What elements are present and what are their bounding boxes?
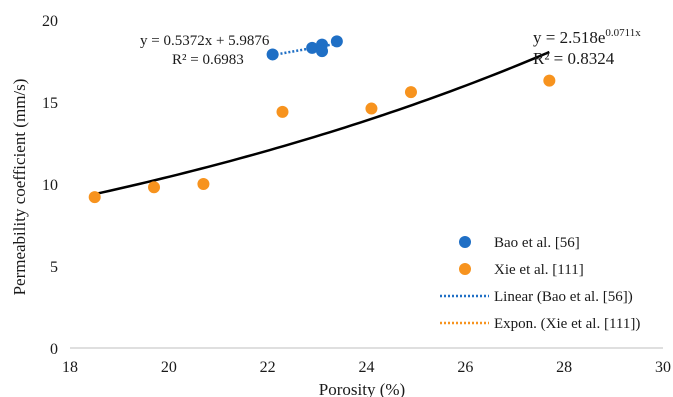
x-tick-label: 20 xyxy=(161,359,177,376)
data-point-xie xyxy=(148,181,161,194)
data-point-xie xyxy=(88,191,101,204)
y-tick-label: 20 xyxy=(42,13,58,30)
x-axis-title: Porosity (%) xyxy=(319,380,405,397)
trendlines xyxy=(94,42,550,196)
data-point-bao xyxy=(330,35,343,48)
legend-marker-bao xyxy=(459,236,471,248)
x-tick-label: 24 xyxy=(359,359,375,376)
x-tick-label: 26 xyxy=(457,359,473,376)
x-tick-label: 18 xyxy=(62,359,78,376)
tick-labels: 18 20 22 24 26 28 30 0 5 10 15 20 xyxy=(42,13,671,376)
data-point-xie xyxy=(197,178,210,190)
linear-equation-label: y = 0.5372x + 5.9876 xyxy=(140,33,270,49)
exponential-equation-exponent: 0.0711x xyxy=(605,27,641,39)
legend-label-linear-bao: Linear (Bao et al. [56]) xyxy=(494,289,633,305)
linear-r2-label: R² = 0.6983 xyxy=(172,52,244,68)
data-point-bao xyxy=(316,45,329,58)
y-tick-label: 5 xyxy=(50,259,58,276)
legend-label-expon-xie: Expon. (Xie et al. [111]) xyxy=(494,316,640,332)
data-point-bao xyxy=(266,48,279,61)
exponential-equation-label: y = 2.518e0.0711x xyxy=(533,27,641,47)
exponential-equation-base: y = 2.518e xyxy=(533,28,605,47)
trendline-exponential-xie xyxy=(94,50,550,196)
data-point-bao xyxy=(306,41,319,54)
y-tick-label: 10 xyxy=(42,177,58,194)
y-axis-title: Permeability coefficient (mm/s) xyxy=(10,79,29,296)
exponential-r2-label: R² = 0.8324 xyxy=(533,49,615,68)
data-point-xie xyxy=(276,105,289,118)
legend-label-bao: Bao et al. [56] xyxy=(494,235,580,251)
x-tick-label: 30 xyxy=(655,359,671,376)
trendline-linear-bao xyxy=(272,42,338,57)
x-tick-label: 28 xyxy=(556,359,572,376)
y-tick-label: 0 xyxy=(50,341,58,358)
data-point-xie xyxy=(365,102,378,115)
data-point-xie xyxy=(404,86,417,99)
legend-label-xie: Xie et al. [111] xyxy=(494,262,584,278)
data-points xyxy=(88,35,556,204)
data-point-xie xyxy=(543,74,556,87)
x-tick-label: 22 xyxy=(260,359,276,376)
legend: Bao et al. [56] Xie et al. [111] Linear … xyxy=(440,235,640,332)
legend-marker-xie xyxy=(459,263,471,275)
y-tick-label: 15 xyxy=(42,95,58,112)
